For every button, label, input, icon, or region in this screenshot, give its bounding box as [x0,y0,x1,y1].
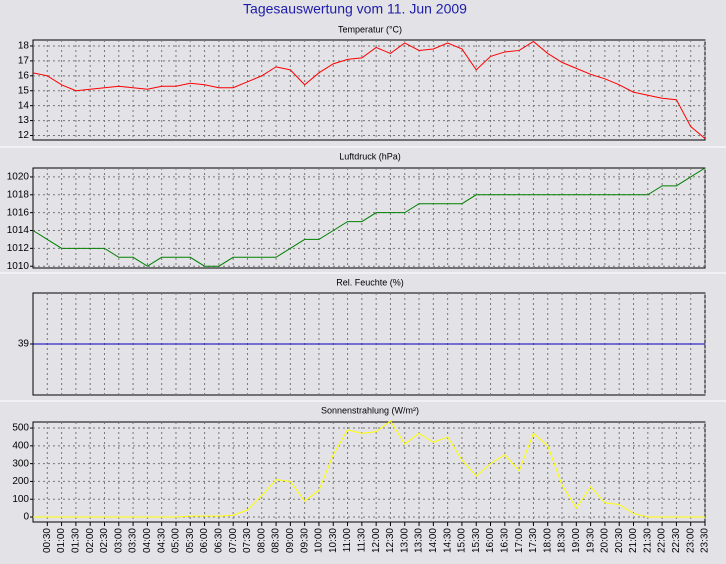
x-tick-label: 05:00 [171,528,182,553]
page-title: Tagesauswertung vom 11. Jun 2009 [243,1,467,17]
x-tick-label: 15:30 [471,528,482,553]
y-tick-label: 1018 [7,189,30,200]
x-tick-label: 03:00 [113,528,124,553]
y-tick-label: 0 [23,512,29,523]
x-tick-label: 22:30 [671,528,682,553]
x-tick-label: 21:30 [642,528,653,553]
y-tick-label: 1016 [7,207,30,218]
y-tick-label: 18 [18,41,30,52]
x-tick-label: 23:00 [685,528,696,553]
data-line [32,40,706,139]
y-tick-label: 500 [12,423,29,434]
y-tick-label: 400 [12,440,29,451]
y-tick-label: 17 [18,56,30,67]
x-tick-label: 18:30 [557,528,568,553]
x-tick-label: 10:00 [314,528,325,553]
plot-area [32,167,706,269]
x-tick-label: 20:00 [600,528,611,553]
plot-area [32,39,706,141]
y-tick-label: 1012 [7,243,30,254]
x-tick-label: 04:00 [142,528,153,553]
x-tick-label: 14:00 [428,528,439,553]
x-tick-label: 20:30 [614,528,625,553]
x-tick-label: 02:30 [99,528,110,553]
data-line [32,167,706,267]
y-tick-label: 200 [12,476,29,487]
y-tick-label: 16 [18,70,30,81]
x-tick-label: 19:30 [585,528,596,553]
x-tick-label: 11:00 [342,528,353,553]
y-tick-label: 12 [18,130,30,141]
x-tick-label: 21:00 [628,528,639,553]
x-tick-label: 02:00 [85,528,96,553]
x-tick-label: 13:00 [399,528,410,553]
y-tick-label: 100 [12,494,29,505]
x-tick-label: 03:30 [128,528,139,553]
x-tick-label: 10:30 [328,528,339,553]
x-tick-label: 16:30 [499,528,510,553]
x-tick-label: 19:00 [571,528,582,553]
y-tick-label: 14 [18,100,30,111]
x-tick-label: 08:30 [271,528,282,553]
x-tick-label: 07:30 [242,528,253,553]
data-line [33,420,705,518]
x-tick-label: 14:30 [442,528,453,553]
x-tick-label: 13:30 [414,528,425,553]
x-tick-label: 04:30 [156,528,167,553]
y-tick-label: 300 [12,458,29,469]
x-tick-label: 07:00 [228,528,239,553]
panel-title: Sonnenstrahlung (W/m²) [321,405,419,415]
panel-title: Temperatur (°C) [338,24,402,34]
x-tick-label: 22:00 [657,528,668,553]
y-tick-label: 39 [18,339,30,350]
x-tick-label: 05:30 [185,528,196,553]
y-tick-label: 1010 [7,261,30,272]
y-tick-label: 13 [18,115,30,126]
x-tick-label: 11:30 [356,528,367,553]
x-tick-label: 01:00 [56,528,67,553]
x-tick-label: 09:30 [299,528,310,553]
x-tick-label: 17:00 [514,528,525,553]
panel-title: Luftdruck (hPa) [339,151,401,161]
x-tick-label: 06:00 [199,528,210,553]
x-tick-label: 15:00 [457,528,468,553]
x-tick-label: 16:00 [485,528,496,553]
x-tick-label: 23:30 [700,528,711,553]
y-tick-label: 1020 [7,172,30,183]
x-tick-label: 09:00 [285,528,296,553]
x-tick-label: 06:30 [214,528,225,553]
x-tick-label: 00:30 [42,528,53,553]
x-tick-label: 12:30 [385,528,396,553]
x-tick-label: 18:00 [542,528,553,553]
x-tick-label: 08:00 [256,528,267,553]
x-tick-label: 01:30 [71,528,82,553]
x-tick-label: 17:30 [528,528,539,553]
x-tick-label: 12:00 [371,528,382,553]
plot-area [32,421,706,523]
panel-title: Rel. Feuchte (%) [336,277,404,287]
y-tick-label: 1014 [7,225,30,236]
y-tick-label: 15 [18,85,30,96]
